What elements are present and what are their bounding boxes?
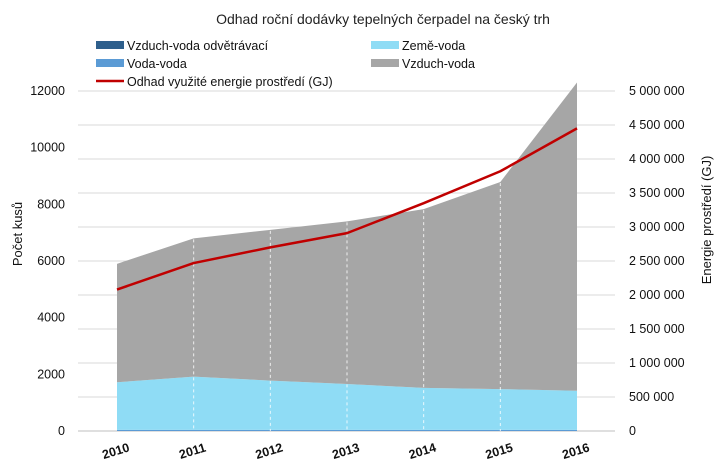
right-tick-label: 0	[629, 424, 636, 438]
right-axis-title: Energie prostředí (GJ)	[699, 156, 714, 285]
legend-swatch-vzduch-voda-odvetravaci	[96, 41, 124, 49]
x-axis-ticks: 2010 2011 2012 2013 2014 2015 2016	[100, 440, 591, 462]
left-tick-label: 6000	[37, 254, 65, 268]
left-tick-label: 12000	[30, 84, 65, 98]
legend-swatch-zeme-voda	[371, 41, 399, 49]
energy-line-series	[116, 127, 578, 291]
right-tick-label: 1 500 000	[629, 322, 685, 336]
x-tick-label: 2016	[560, 440, 591, 462]
left-tick-label: 8000	[37, 197, 65, 211]
chart-title: Odhad roční dodávky tepelných čerpadel n…	[216, 11, 550, 27]
left-axis-title: Počet kusů	[10, 202, 25, 266]
area-voda-voda	[117, 429, 577, 431]
legend-label-vzduch-voda: Vzduch-voda	[402, 57, 475, 71]
right-tick-label: 5 000 000	[629, 84, 685, 98]
right-tick-label: 4 500 000	[629, 118, 685, 132]
left-tick-label: 10000	[30, 141, 65, 155]
left-axis-ticks: 0 2000 4000 6000 8000 10000 12000	[30, 84, 65, 438]
right-tick-label: 500 000	[629, 390, 674, 404]
right-tick-label: 4 000 000	[629, 152, 685, 166]
left-tick-label: 2000	[37, 367, 65, 381]
left-tick-label: 4000	[37, 311, 65, 325]
x-tick-label: 2010	[100, 440, 131, 462]
x-tick-label: 2013	[330, 440, 361, 462]
left-tick-label: 0	[58, 424, 65, 438]
legend: Vzduch-voda odvětrávací Voda-voda Odhad …	[96, 39, 475, 89]
right-tick-label: 2 500 000	[629, 254, 685, 268]
right-axis-ticks: 0 500 000 1 000 000 1 500 000 2 000 000 2 500…	[629, 84, 685, 438]
energy-line	[116, 127, 578, 291]
legend-swatch-vzduch-voda	[371, 59, 399, 67]
legend-swatch-voda-voda	[96, 59, 124, 67]
right-tick-label: 1 000 000	[629, 356, 685, 370]
legend-label-vzduch-voda-odvetravaci: Vzduch-voda odvětrávací	[127, 39, 269, 53]
right-tick-label: 2 000 000	[629, 288, 685, 302]
x-tick-label: 2012	[254, 440, 285, 462]
x-tick-label: 2014	[407, 440, 438, 462]
legend-label-zeme-voda: Země-voda	[402, 39, 465, 53]
x-tick-label: 2015	[484, 440, 515, 462]
x-tick-label: 2011	[177, 441, 207, 462]
right-tick-label: 3 500 000	[629, 186, 685, 200]
right-tick-label: 3 000 000	[629, 220, 685, 234]
category-separators	[193, 182, 501, 431]
legend-label-energie: Odhad využité energie prostředí (GJ)	[127, 75, 333, 89]
legend-label-voda-voda: Voda-voda	[127, 57, 187, 71]
